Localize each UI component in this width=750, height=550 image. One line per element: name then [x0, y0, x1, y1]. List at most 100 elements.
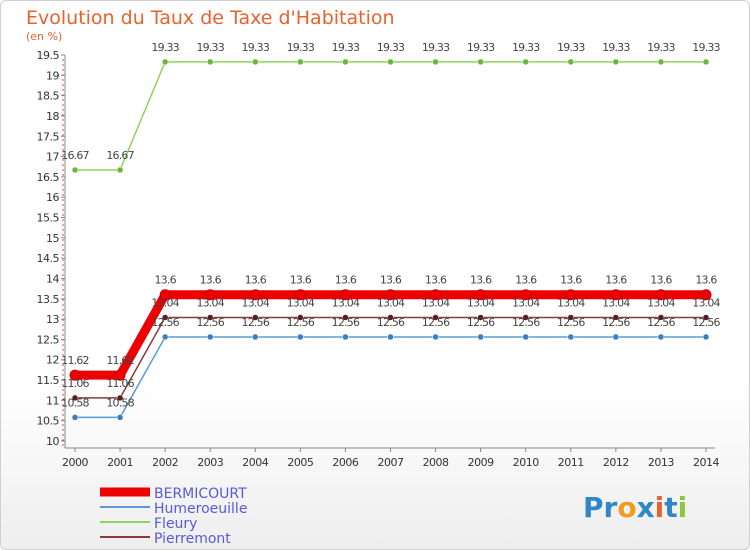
- data-label-pierremont: 11.06: [106, 377, 134, 390]
- data-point-pierremont: [657, 314, 665, 321]
- data-label-pierremont: 13.04: [242, 296, 270, 309]
- data-point-humeroeuille: [477, 333, 484, 341]
- y-tick-label: 19: [46, 69, 59, 82]
- data-point-bermicourt: [610, 289, 622, 301]
- data-label-bermicourt: 13.6: [380, 274, 402, 287]
- data-point-fleury: [522, 58, 529, 66]
- data-label-pierremont: 13.04: [196, 296, 224, 309]
- data-point-pierremont: [342, 314, 349, 321]
- chart-subtitle: (en %): [26, 30, 62, 43]
- proxiti-brand-text: Proxiti: [583, 491, 687, 524]
- legend-label-bermicourt: BERMICOURT: [154, 486, 247, 502]
- proxiti-logo: Proxiti: [583, 491, 687, 524]
- data-point-humeroeuille: [657, 333, 665, 341]
- x-tick-label: 2007: [378, 456, 404, 469]
- data-label-bermicourt: 13.6: [245, 274, 267, 287]
- y-tick-label: 12.5: [37, 333, 60, 346]
- data-label-humeroeuille: 12.56: [467, 316, 495, 329]
- data-label-humeroeuille: 12.56: [602, 316, 630, 329]
- data-point-bermicourt: [114, 369, 126, 381]
- data-point-pierremont: [71, 394, 79, 402]
- data-label-pierremont: 13.04: [287, 296, 315, 309]
- data-label-bermicourt: 13.6: [290, 274, 312, 287]
- data-label-humeroeuille: 10.58: [61, 396, 89, 409]
- y-tick-label: 17: [46, 151, 59, 164]
- x-tick-label: 2000: [62, 456, 88, 469]
- data-label-humeroeuille: 10.58: [106, 396, 134, 409]
- data-point-pierremont: [432, 314, 439, 321]
- data-point-pierremont: [161, 314, 169, 321]
- y-tick-label: 18: [46, 110, 59, 123]
- data-point-bermicourt: [69, 369, 81, 381]
- x-tick-label: 2011: [558, 456, 584, 469]
- data-point-humeroeuille: [161, 333, 169, 341]
- y-tick-label: 15.5: [37, 212, 60, 225]
- y-tick-label: 15: [46, 232, 59, 245]
- data-point-bermicourt: [655, 289, 667, 301]
- x-tick-label: 2005: [287, 456, 313, 469]
- data-point-humeroeuille: [297, 333, 304, 341]
- data-label-bermicourt: 13.6: [605, 274, 627, 287]
- data-label-fleury: 19.33: [242, 41, 270, 54]
- data-point-pierremont: [297, 314, 304, 321]
- data-label-pierremont: 13.04: [602, 296, 630, 309]
- data-point-pierremont: [387, 314, 394, 321]
- data-label-humeroeuille: 12.56: [512, 316, 540, 329]
- data-label-fleury: 19.33: [422, 41, 450, 54]
- y-tick-label: 11.5: [37, 374, 60, 387]
- data-point-pierremont: [612, 314, 620, 321]
- x-tick-label: 2008: [423, 456, 449, 469]
- data-label-fleury: 16.67: [61, 149, 89, 162]
- data-point-pierremont: [252, 314, 259, 321]
- data-point-humeroeuille: [71, 414, 79, 421]
- data-point-bermicourt: [700, 289, 712, 301]
- data-point-humeroeuille: [252, 333, 259, 341]
- data-point-bermicourt: [475, 289, 487, 301]
- data-label-humeroeuille: 12.56: [242, 316, 270, 329]
- x-tick-label: 2003: [197, 456, 223, 469]
- data-point-humeroeuille: [612, 333, 620, 341]
- data-label-fleury: 19.33: [602, 41, 630, 54]
- y-tick-label: 19.5: [37, 49, 60, 62]
- data-point-fleury: [297, 58, 304, 66]
- data-label-bermicourt: 13.6: [335, 274, 357, 287]
- x-tick-label: 2014: [693, 456, 719, 469]
- data-point-fleury: [252, 58, 259, 66]
- data-point-humeroeuille: [432, 333, 439, 341]
- data-label-bermicourt: 13.6: [560, 274, 582, 287]
- data-label-pierremont: 11.06: [61, 377, 89, 390]
- data-point-fleury: [612, 58, 620, 66]
- x-tick-label: 2012: [603, 456, 629, 469]
- data-label-pierremont: 13.04: [151, 296, 179, 309]
- y-tick-label: 18.5: [37, 90, 60, 103]
- x-tick-label: 2004: [242, 456, 268, 469]
- data-label-bermicourt: 13.6: [695, 274, 717, 287]
- series-line-humeroeuille: [75, 336, 706, 419]
- y-tick-label: 13: [46, 313, 59, 326]
- data-point-bermicourt: [430, 289, 442, 301]
- data-label-humeroeuille: 12.56: [557, 316, 585, 329]
- data-label-humeroeuille: 12.56: [151, 316, 179, 329]
- series-line-fleury: [75, 61, 706, 171]
- chart-title: Evolution du Taux de Taxe d'Habitation: [26, 7, 395, 29]
- data-label-pierremont: 13.04: [467, 296, 495, 309]
- axes: 10 10.5 11 11.5 12 12.5 13 13.5 14 14.5 15 15.5 16 16…: [37, 49, 720, 469]
- data-point-humeroeuille: [567, 333, 575, 341]
- data-label-bermicourt: 13.6: [200, 274, 222, 287]
- x-tick-label: 2013: [648, 456, 674, 469]
- data-point-bermicourt: [249, 289, 261, 301]
- data-point-bermicourt: [565, 289, 577, 301]
- data-point-humeroeuille: [702, 333, 710, 341]
- legend: BERMICOURT Humeroeuille Fleury Pierremon…: [100, 486, 247, 547]
- data-label-humeroeuille: 12.56: [422, 316, 450, 329]
- legend-label-fleury: Fleury: [154, 516, 197, 532]
- data-label-fleury: 19.33: [647, 41, 675, 54]
- data-label-fleury: 19.33: [512, 41, 540, 54]
- series-layer: [69, 58, 712, 421]
- data-point-bermicourt: [159, 289, 171, 301]
- data-label-humeroeuille: 12.56: [692, 316, 720, 329]
- data-label-pierremont: 13.04: [557, 296, 585, 309]
- data-label-bermicourt: 11.62: [61, 354, 89, 367]
